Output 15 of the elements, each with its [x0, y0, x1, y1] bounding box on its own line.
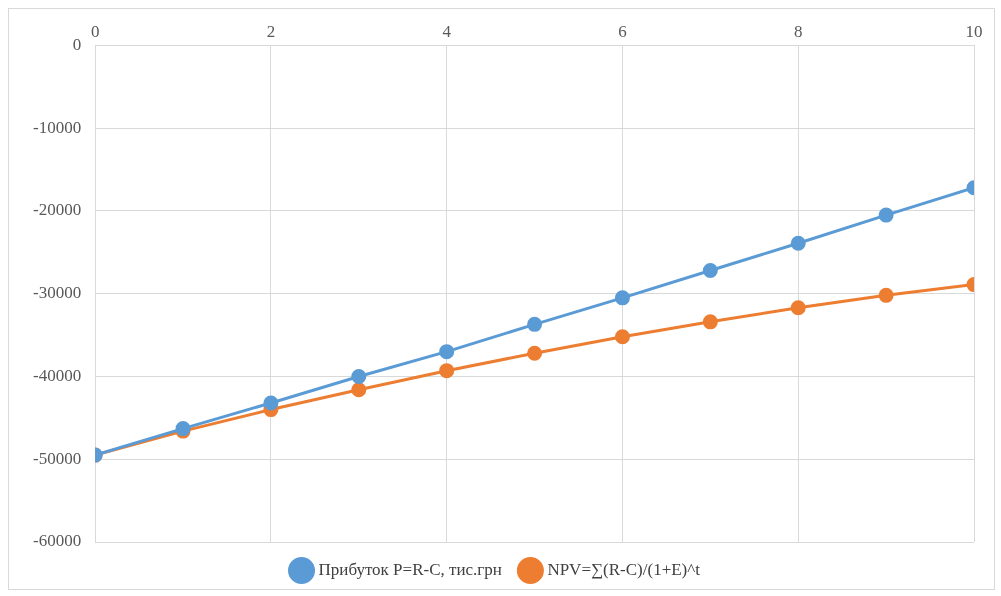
x-tick-label: 8 — [793, 21, 803, 41]
y-tick-label: 0 — [72, 34, 82, 54]
legend-label: NPV=∑(R-C)/(1+E)^t — [547, 559, 701, 579]
legend-label: Прибуток P=R-C, тис.грн — [318, 559, 502, 579]
y-tick-label: -30000 — [32, 283, 82, 303]
x-tick-label: 10 — [965, 21, 983, 41]
y-tick-label: -50000 — [32, 448, 82, 468]
y-tick-label: -40000 — [32, 365, 82, 385]
x-tick-label: 4 — [442, 21, 452, 41]
y-tick-label: -20000 — [32, 200, 82, 220]
y-tick-label: -60000 — [32, 531, 82, 551]
x-tick-label: 6 — [618, 21, 627, 41]
x-tick-label: 0 — [90, 21, 100, 41]
y-tick-label: -10000 — [32, 117, 82, 137]
x-tick-label: 2 — [266, 21, 276, 41]
